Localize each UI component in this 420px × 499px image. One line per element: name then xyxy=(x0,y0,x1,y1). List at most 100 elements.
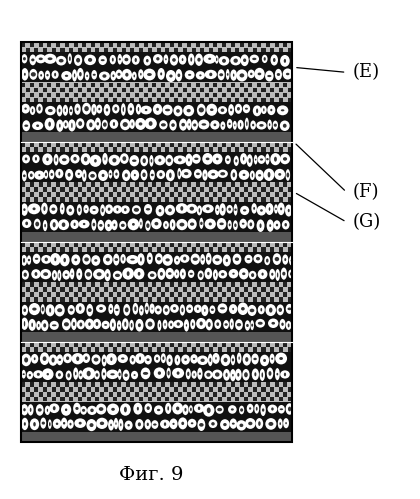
Bar xyxy=(135,42,139,47)
Ellipse shape xyxy=(78,121,82,126)
Bar xyxy=(152,182,156,187)
Bar xyxy=(21,302,292,332)
Ellipse shape xyxy=(242,223,244,225)
Ellipse shape xyxy=(181,169,192,179)
Ellipse shape xyxy=(134,268,144,279)
Ellipse shape xyxy=(139,305,144,315)
Ellipse shape xyxy=(181,308,184,312)
Ellipse shape xyxy=(232,423,235,425)
Ellipse shape xyxy=(153,54,163,63)
Ellipse shape xyxy=(180,268,186,279)
Ellipse shape xyxy=(48,419,52,429)
Bar xyxy=(95,87,100,92)
Ellipse shape xyxy=(100,422,104,425)
Ellipse shape xyxy=(274,204,278,214)
Bar xyxy=(279,297,283,302)
Ellipse shape xyxy=(50,321,59,330)
Ellipse shape xyxy=(270,109,272,111)
Ellipse shape xyxy=(110,173,111,175)
Ellipse shape xyxy=(165,205,175,216)
Ellipse shape xyxy=(193,257,198,261)
Ellipse shape xyxy=(241,307,245,310)
Bar xyxy=(240,182,244,187)
Bar xyxy=(157,197,160,202)
Bar xyxy=(91,342,95,347)
Bar xyxy=(284,392,287,397)
Bar xyxy=(113,247,117,252)
Ellipse shape xyxy=(165,268,174,279)
Ellipse shape xyxy=(190,354,198,364)
Ellipse shape xyxy=(274,124,277,127)
Bar xyxy=(222,292,226,297)
Bar xyxy=(52,97,56,102)
Bar xyxy=(91,192,95,197)
Ellipse shape xyxy=(273,253,281,265)
Bar xyxy=(117,42,121,47)
Bar xyxy=(56,342,60,347)
Ellipse shape xyxy=(28,404,34,416)
Bar xyxy=(253,297,257,302)
Ellipse shape xyxy=(258,269,268,279)
Bar xyxy=(209,347,213,352)
Ellipse shape xyxy=(248,69,255,78)
Ellipse shape xyxy=(174,355,180,365)
Bar xyxy=(135,142,139,147)
Bar xyxy=(187,292,191,297)
Ellipse shape xyxy=(106,353,117,365)
Bar xyxy=(165,397,169,402)
Bar xyxy=(200,87,205,92)
Bar xyxy=(178,142,183,147)
Ellipse shape xyxy=(149,257,151,260)
Bar xyxy=(196,282,200,287)
Ellipse shape xyxy=(252,58,257,60)
Bar xyxy=(47,182,51,187)
Ellipse shape xyxy=(200,222,203,225)
Ellipse shape xyxy=(170,54,178,66)
Ellipse shape xyxy=(177,168,181,179)
Bar xyxy=(56,242,60,247)
Bar xyxy=(52,387,56,392)
Ellipse shape xyxy=(228,104,234,116)
Bar xyxy=(174,47,178,52)
Ellipse shape xyxy=(158,268,165,280)
Bar xyxy=(152,382,156,387)
Ellipse shape xyxy=(176,69,182,81)
Bar xyxy=(213,92,218,97)
Ellipse shape xyxy=(244,372,248,377)
Bar xyxy=(104,187,108,192)
Bar xyxy=(21,382,25,387)
Bar xyxy=(205,142,209,147)
Bar xyxy=(218,347,222,352)
Ellipse shape xyxy=(226,159,229,161)
Ellipse shape xyxy=(44,54,56,64)
Bar xyxy=(262,147,265,152)
Bar xyxy=(104,387,108,392)
Ellipse shape xyxy=(220,419,230,430)
Ellipse shape xyxy=(145,109,147,111)
Ellipse shape xyxy=(197,270,204,280)
Bar xyxy=(152,392,156,397)
Ellipse shape xyxy=(201,305,208,316)
Bar xyxy=(47,82,51,87)
Bar xyxy=(148,187,152,192)
Ellipse shape xyxy=(274,157,277,162)
Bar xyxy=(248,292,252,297)
Ellipse shape xyxy=(261,106,267,114)
Ellipse shape xyxy=(116,69,122,79)
Bar xyxy=(165,347,169,352)
Bar xyxy=(139,187,143,192)
Ellipse shape xyxy=(260,369,265,381)
Ellipse shape xyxy=(113,253,119,265)
Ellipse shape xyxy=(153,424,157,426)
Bar xyxy=(187,142,191,147)
Ellipse shape xyxy=(65,169,73,181)
Ellipse shape xyxy=(219,56,229,65)
Bar xyxy=(91,382,95,387)
Ellipse shape xyxy=(270,354,275,364)
Ellipse shape xyxy=(57,270,61,281)
Bar xyxy=(213,282,218,287)
Ellipse shape xyxy=(65,409,67,411)
Bar xyxy=(104,147,108,152)
Bar xyxy=(100,392,104,397)
Bar xyxy=(26,97,29,102)
